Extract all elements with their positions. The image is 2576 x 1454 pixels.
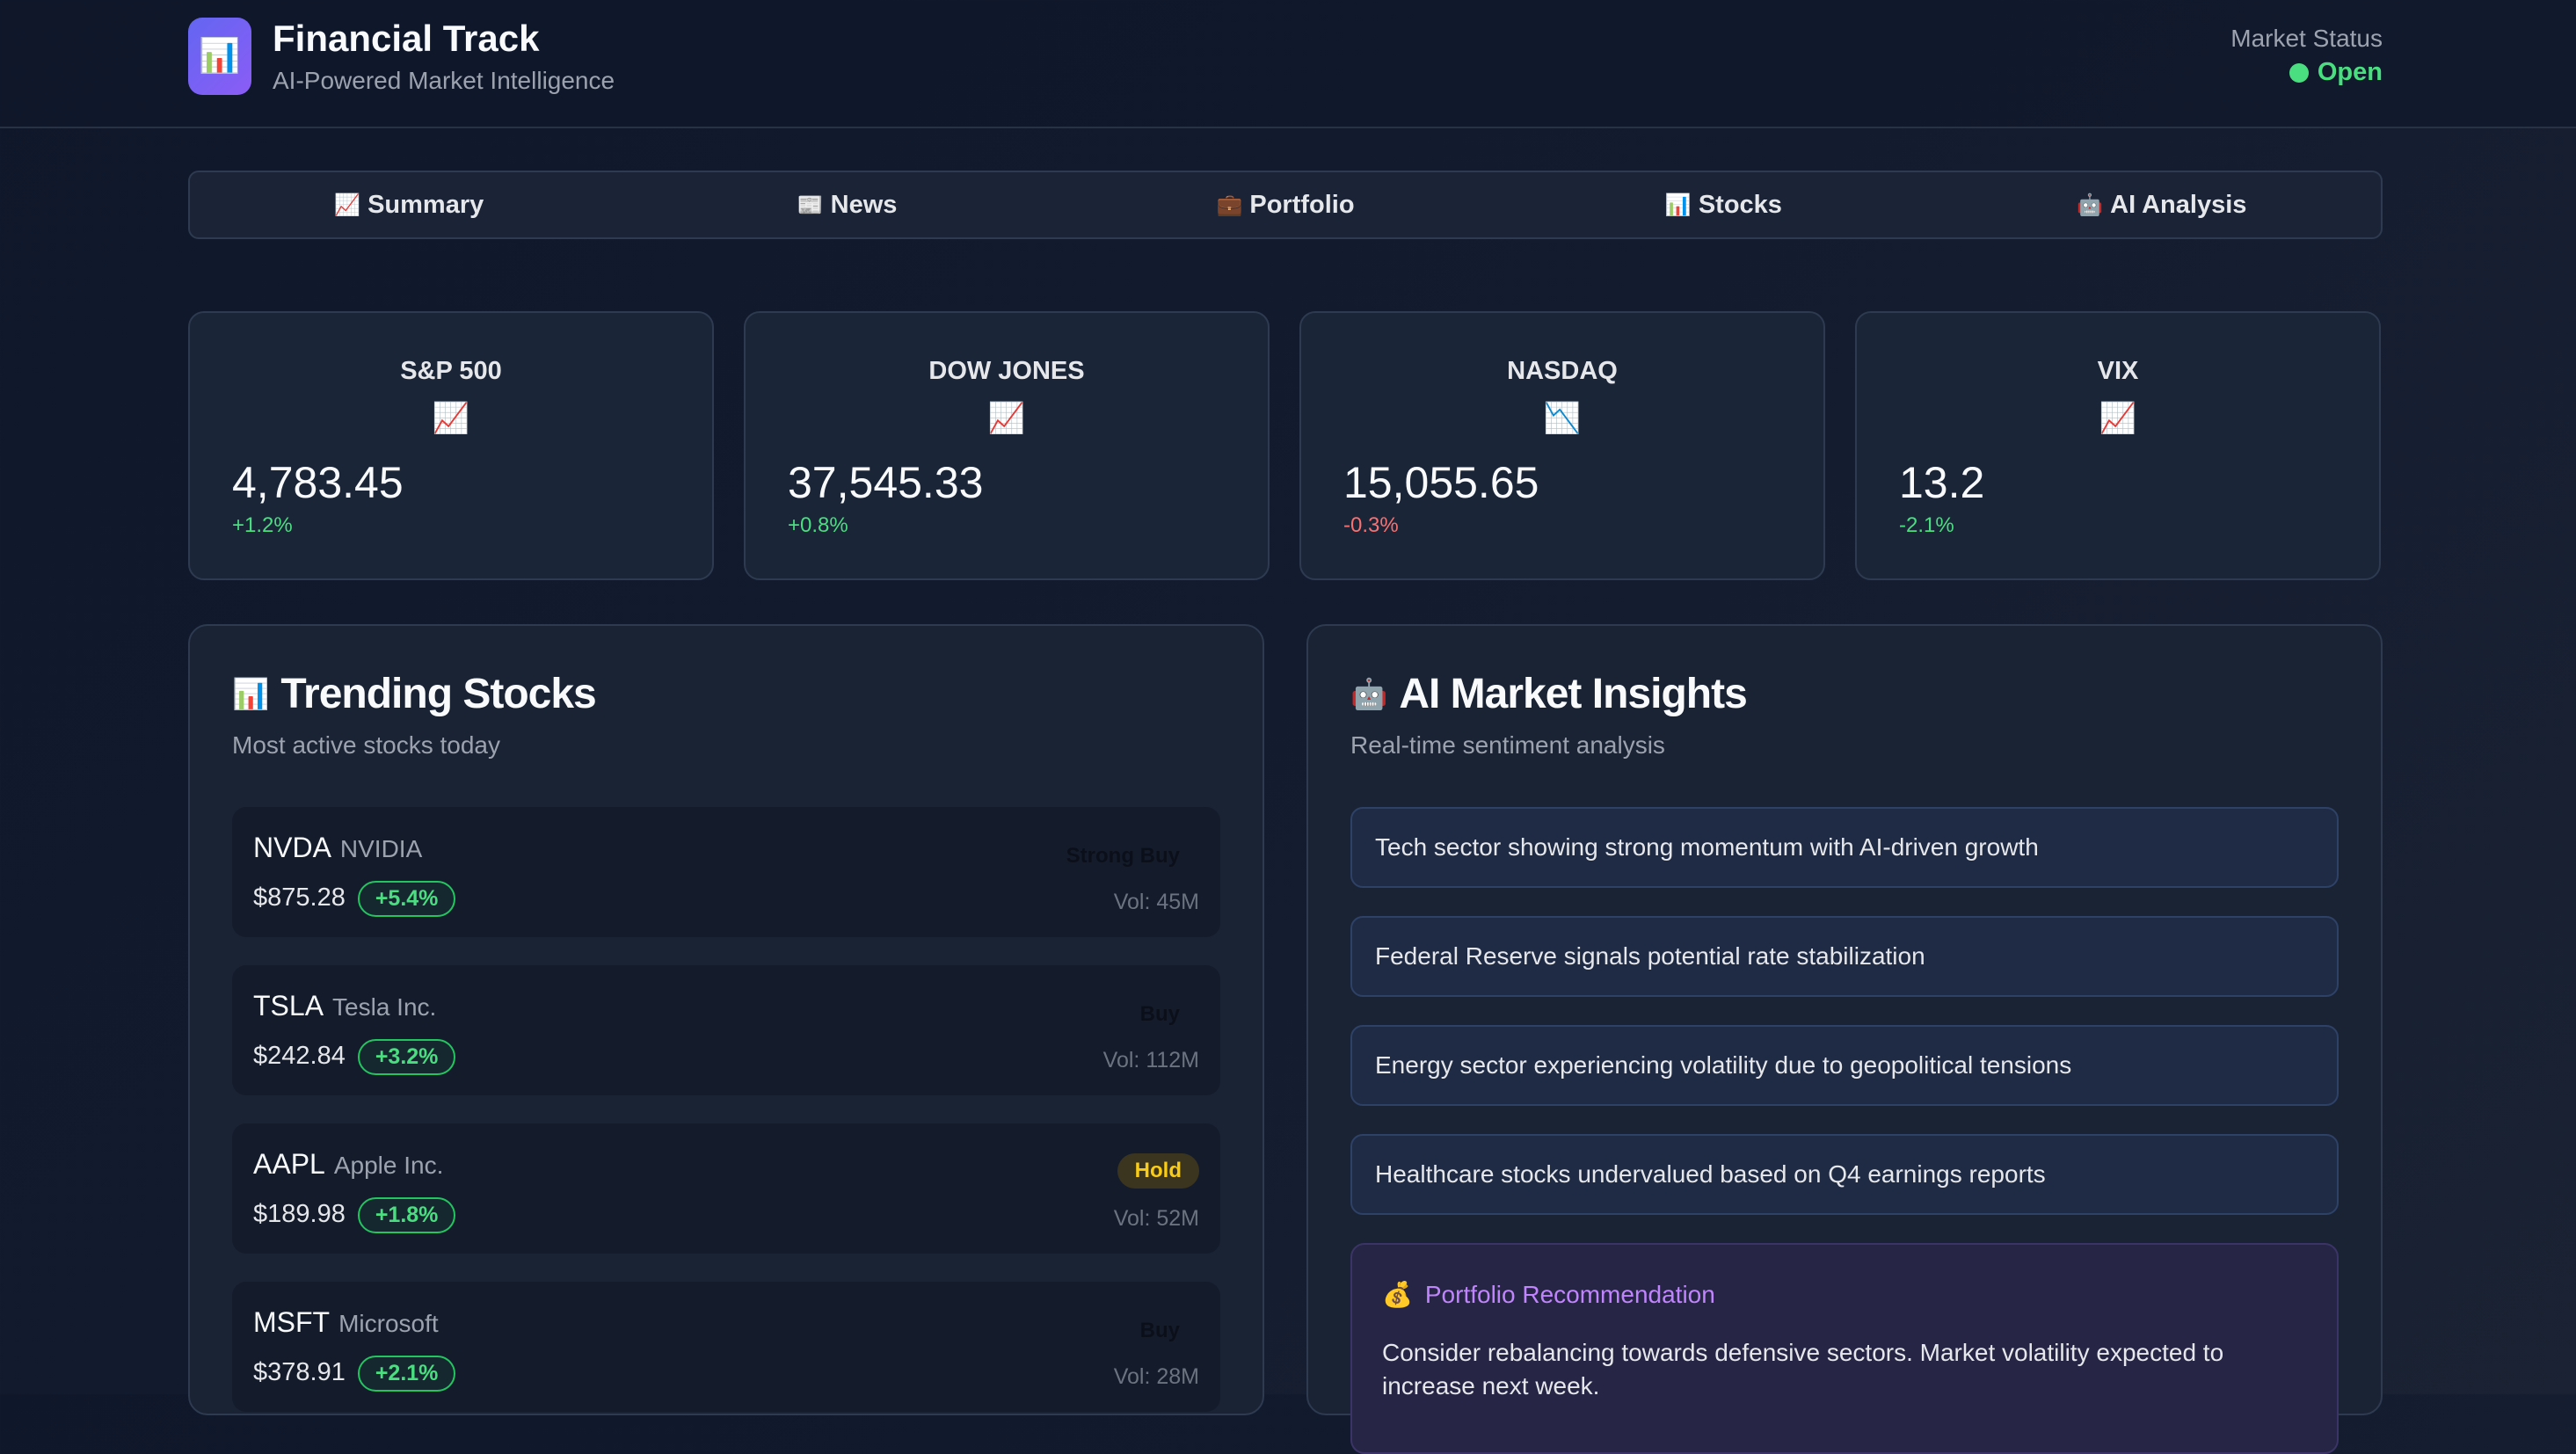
company-name: Apple Inc. bbox=[333, 1152, 444, 1179]
tab-summary[interactable]: 📈 Summary bbox=[190, 172, 628, 237]
insight-item[interactable]: Energy sector experiencing volatility du… bbox=[1350, 1025, 2339, 1106]
stock-row-msft[interactable]: MSFT Microsoft $378.91 +2.1% Buy Vol: 28M bbox=[232, 1282, 1220, 1412]
stock-ticker: AAPL Apple Inc. bbox=[253, 1148, 443, 1181]
index-name: VIX bbox=[2097, 357, 2139, 385]
app-subtitle: AI-Powered Market Intelligence bbox=[273, 67, 615, 94]
change-badge: +1.8% bbox=[357, 1197, 456, 1233]
tab-bar: 📈 Summary 📰 News 💼 Portfolio 📊 Stocks 🤖 … bbox=[188, 171, 2383, 239]
index-card-dow-jones[interactable]: DOW JONES 📈 37,545.33 +0.8% bbox=[744, 311, 1270, 580]
robot-icon: 🤖 bbox=[2077, 193, 2104, 217]
ai-insights-subtitle: Real-time sentiment analysis bbox=[1350, 731, 1665, 759]
ticker-symbol: NVDA bbox=[253, 832, 331, 863]
market-status: Open bbox=[2289, 58, 2383, 87]
bar-chart-icon: 📊 bbox=[1664, 193, 1692, 217]
trend-down-icon: 📉 bbox=[1543, 402, 1582, 435]
trending-stocks-panel: 📊 Trending Stocks Most active stocks tod… bbox=[188, 624, 1264, 1415]
stock-price: $189.98 bbox=[253, 1200, 346, 1228]
tab-label: News bbox=[830, 190, 898, 219]
trending-stocks-subtitle: Most active stocks today bbox=[232, 731, 501, 759]
chart-icon: 📊 bbox=[188, 18, 251, 95]
index-value: 4,783.45 bbox=[232, 458, 404, 507]
stock-price-line: $189.98 +1.8% bbox=[253, 1197, 456, 1233]
volume-label: Vol: 28M bbox=[1113, 1364, 1199, 1389]
stock-price: $875.28 bbox=[253, 883, 346, 912]
index-name: NASDAQ bbox=[1507, 357, 1618, 385]
panel-title-text: Trending Stocks bbox=[280, 671, 596, 717]
ai-insights-title: 🤖 AI Market Insights bbox=[1350, 670, 1748, 718]
stock-ticker: TSLA Tesla Inc. bbox=[253, 990, 436, 1022]
stock-price-line: $242.84 +3.2% bbox=[253, 1039, 456, 1075]
ai-insights-panel: 🤖 AI Market Insights Real-time sentiment… bbox=[1306, 624, 2383, 1454]
tab-label: Portfolio bbox=[1249, 190, 1355, 219]
recommendation-text: Consider rebalancing towards defensive s… bbox=[1382, 1339, 2224, 1399]
index-change: -0.3% bbox=[1343, 513, 1399, 537]
stock-ticker: MSFT Microsoft bbox=[253, 1306, 439, 1339]
company-name: Microsoft bbox=[338, 1310, 439, 1337]
status-dot-icon bbox=[2289, 62, 2309, 83]
trending-stocks-title: 📊 Trending Stocks bbox=[232, 670, 597, 718]
ticker-symbol: AAPL bbox=[253, 1148, 325, 1180]
newspaper-icon: 📰 bbox=[797, 193, 824, 217]
stock-price-line: $875.28 +5.4% bbox=[253, 881, 456, 917]
ticker-symbol: TSLA bbox=[253, 990, 324, 1021]
market-status-value: Open bbox=[2317, 58, 2383, 86]
ticker-symbol: MSFT bbox=[253, 1306, 331, 1338]
index-card-sp500[interactable]: S&P 500 📈 4,783.45 +1.2% bbox=[188, 311, 714, 580]
trend-up-icon: 📈 bbox=[987, 402, 1026, 435]
chart-up-icon: 📈 bbox=[334, 193, 361, 217]
index-change: +1.2% bbox=[232, 513, 293, 537]
stock-ticker: NVDA NVIDIA bbox=[253, 832, 422, 864]
index-value: 13.2 bbox=[1899, 458, 1985, 507]
trend-up-icon: 📈 bbox=[2099, 402, 2137, 435]
insight-item[interactable]: Federal Reserve signals potential rate s… bbox=[1350, 916, 2339, 997]
index-value: 37,545.33 bbox=[788, 458, 984, 507]
stock-row-nvda[interactable]: NVDA NVIDIA $875.28 +5.4% Strong Buy Vol: … bbox=[232, 807, 1220, 937]
panel-title-text: AI Market Insights bbox=[1399, 671, 1747, 717]
stock-row-tsla[interactable]: TSLA Tesla Inc. $242.84 +3.2% Buy Vol: 112… bbox=[232, 965, 1220, 1095]
index-name: DOW JONES bbox=[928, 357, 1085, 385]
recommendation-title: 💰 Portfolio Recommendation bbox=[1382, 1280, 1715, 1309]
stock-price: $378.91 bbox=[253, 1358, 346, 1386]
stock-price-line: $378.91 +2.1% bbox=[253, 1356, 456, 1392]
index-name: S&P 500 bbox=[400, 357, 502, 385]
volume-label: Vol: 45M bbox=[1113, 890, 1199, 914]
rating-label: Buy bbox=[1139, 1002, 1180, 1026]
market-status-label: Market Status bbox=[2230, 25, 2383, 52]
index-card-vix[interactable]: VIX 📈 13.2 -2.1% bbox=[1855, 311, 2381, 580]
tab-portfolio[interactable]: 💼 Portfolio bbox=[1066, 172, 1504, 237]
change-badge: +2.1% bbox=[357, 1356, 456, 1392]
money-bag-icon: 💰 bbox=[1382, 1281, 1413, 1308]
stock-row-aapl[interactable]: AAPL Apple Inc. $189.98 +1.8% Hold Vol: 52… bbox=[232, 1123, 1220, 1254]
bar-chart-icon: 📊 bbox=[232, 677, 269, 711]
index-card-nasdaq[interactable]: NASDAQ 📉 15,055.65 -0.3% bbox=[1299, 311, 1825, 580]
volume-label: Vol: 52M bbox=[1113, 1206, 1199, 1231]
portfolio-recommendation[interactable]: 💰 Portfolio Recommendation Consider reba… bbox=[1350, 1243, 2339, 1454]
rating-label: Strong Buy bbox=[1066, 844, 1180, 868]
index-value: 15,055.65 bbox=[1343, 458, 1539, 507]
tab-ai-analysis[interactable]: 🤖 AI Analysis bbox=[1943, 172, 2381, 237]
robot-icon: 🤖 bbox=[1350, 677, 1387, 711]
tab-label: Stocks bbox=[1698, 190, 1782, 219]
insight-item[interactable]: Tech sector showing strong momentum with… bbox=[1350, 807, 2339, 888]
company-name: NVIDIA bbox=[339, 835, 423, 862]
app-title: Financial Track bbox=[273, 18, 540, 59]
app-header: 📊 Financial Track AI-Powered Market Inte… bbox=[0, 0, 2576, 128]
change-badge: +5.4% bbox=[357, 881, 456, 917]
index-change: -2.1% bbox=[1899, 513, 1954, 537]
recommendation-title-text: Portfolio Recommendation bbox=[1424, 1280, 1715, 1308]
stock-price: $242.84 bbox=[253, 1042, 346, 1070]
briefcase-icon: 💼 bbox=[1216, 193, 1243, 217]
trend-up-icon: 📈 bbox=[432, 402, 470, 435]
tab-label: AI Analysis bbox=[2110, 190, 2247, 219]
index-change: +0.8% bbox=[788, 513, 848, 537]
volume-label: Vol: 112M bbox=[1102, 1048, 1199, 1072]
company-name: Tesla Inc. bbox=[332, 993, 437, 1021]
insight-item[interactable]: Healthcare stocks undervalued based on Q… bbox=[1350, 1134, 2339, 1215]
change-badge: +3.2% bbox=[357, 1039, 456, 1075]
tab-label: Summary bbox=[367, 190, 484, 219]
tab-news[interactable]: 📰 News bbox=[628, 172, 1066, 237]
tab-stocks[interactable]: 📊 Stocks bbox=[1504, 172, 1942, 237]
rating-label: Buy bbox=[1139, 1319, 1180, 1342]
rating-badge: Hold bbox=[1117, 1153, 1199, 1189]
